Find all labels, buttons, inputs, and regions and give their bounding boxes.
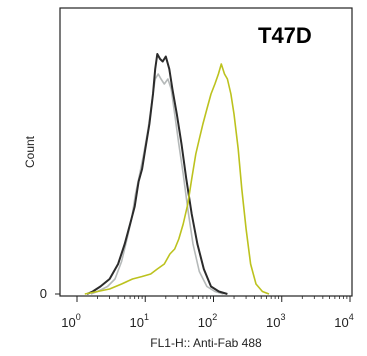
x-tick-label: 100: [61, 312, 80, 330]
histogram-series-1: [90, 73, 224, 295]
x-tick-label: 103: [266, 312, 285, 330]
y-axis-title: Count: [23, 135, 37, 168]
histogram-series-2: [86, 53, 228, 295]
histogram-series-3: [84, 63, 270, 295]
plot-frame: [59, 7, 353, 297]
y-tick-label: 0: [40, 286, 47, 301]
series-layer: [84, 53, 270, 295]
x-tick-label: 101: [130, 312, 149, 330]
x-tick-label: 104: [334, 312, 353, 330]
panel-label: T47D: [258, 23, 312, 48]
tick-layer: 100 101 102 103 104 0: [40, 286, 354, 330]
x-axis-title: FL1-H:: Anti-Fab 488: [150, 336, 262, 350]
x-tick-label: 102: [198, 312, 217, 330]
